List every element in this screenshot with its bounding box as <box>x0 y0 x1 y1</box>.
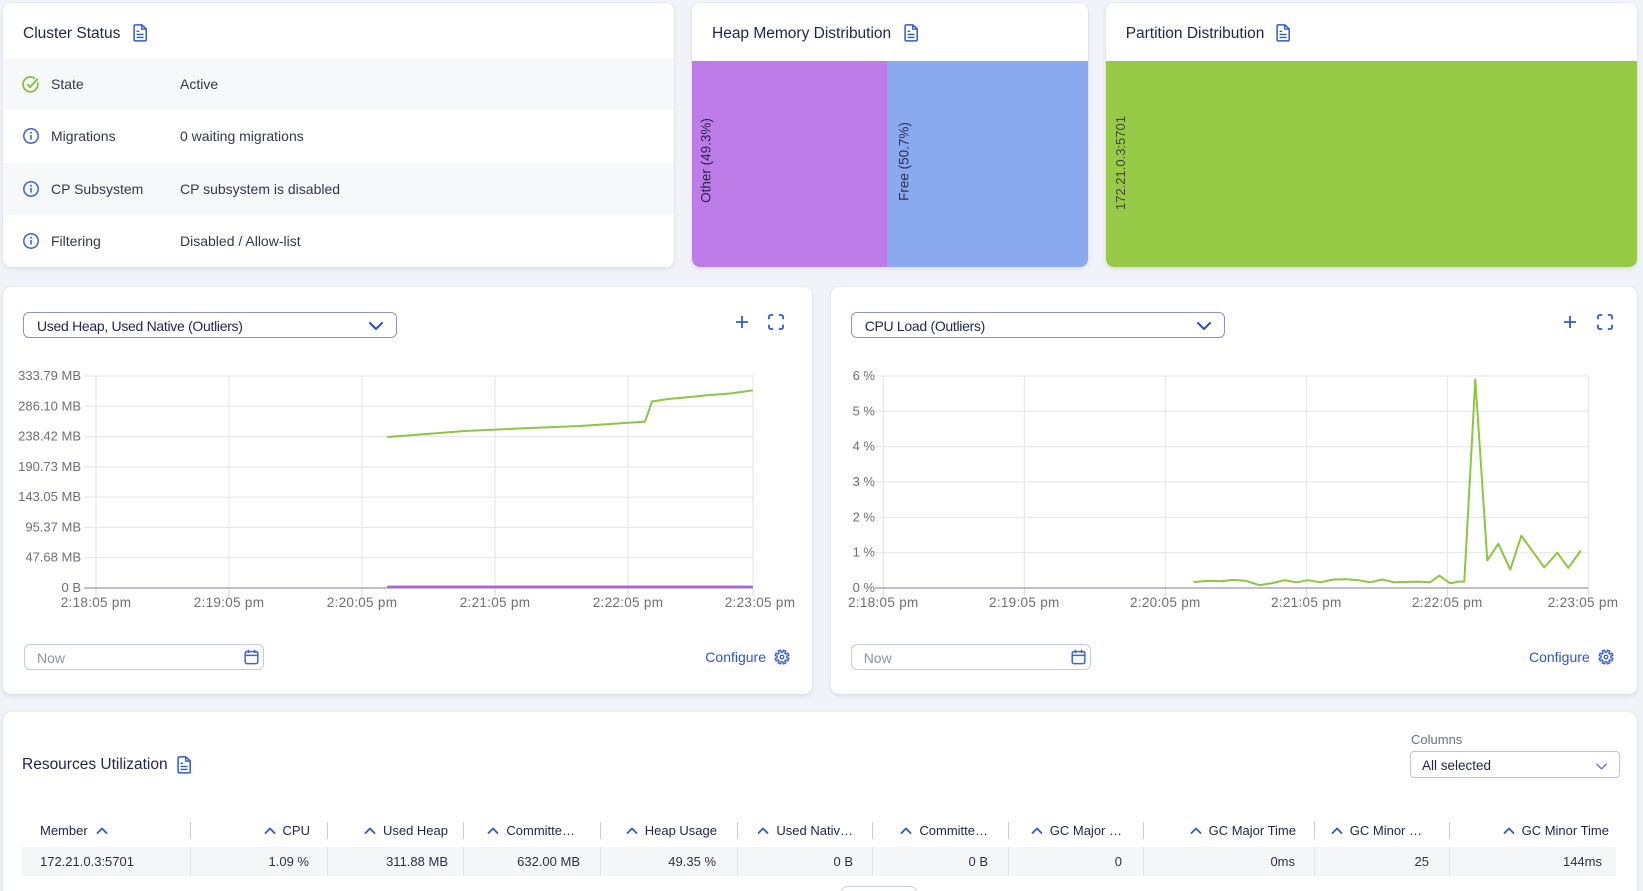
svg-text:286.10 MB: 286.10 MB <box>18 398 81 413</box>
svg-text:2:22:05 pm: 2:22:05 pm <box>1412 595 1483 610</box>
svg-text:4 %: 4 % <box>852 439 875 454</box>
svg-text:2:21:05 pm: 2:21:05 pm <box>1271 595 1342 610</box>
svg-text:2:21:05 pm: 2:21:05 pm <box>460 595 531 610</box>
svg-text:95.37 MB: 95.37 MB <box>25 519 81 534</box>
svg-text:2:18:05 pm: 2:18:05 pm <box>848 595 919 610</box>
svg-text:2 %: 2 % <box>852 509 875 524</box>
svg-text:2:23:05 pm: 2:23:05 pm <box>1547 595 1618 610</box>
svg-text:47.68 MB: 47.68 MB <box>25 550 81 565</box>
svg-text:2:19:05 pm: 2:19:05 pm <box>989 595 1060 610</box>
svg-text:5 %: 5 % <box>852 403 875 418</box>
svg-text:3 %: 3 % <box>852 474 875 489</box>
svg-text:0 %: 0 % <box>852 580 875 595</box>
svg-text:2:20:05 pm: 2:20:05 pm <box>327 595 398 610</box>
svg-text:2:23:05 pm: 2:23:05 pm <box>725 595 796 610</box>
svg-text:143.05 MB: 143.05 MB <box>18 489 81 504</box>
svg-text:2:19:05 pm: 2:19:05 pm <box>194 595 265 610</box>
svg-text:0 B: 0 B <box>61 580 81 595</box>
svg-text:6 %: 6 % <box>852 368 875 383</box>
svg-text:1 %: 1 % <box>852 545 875 560</box>
svg-text:333.79 MB: 333.79 MB <box>18 368 81 383</box>
svg-text:190.73 MB: 190.73 MB <box>18 459 81 474</box>
svg-text:238.42 MB: 238.42 MB <box>18 429 81 444</box>
svg-text:2:18:05 pm: 2:18:05 pm <box>61 595 132 610</box>
svg-text:2:20:05 pm: 2:20:05 pm <box>1130 595 1201 610</box>
svg-text:2:22:05 pm: 2:22:05 pm <box>593 595 664 610</box>
